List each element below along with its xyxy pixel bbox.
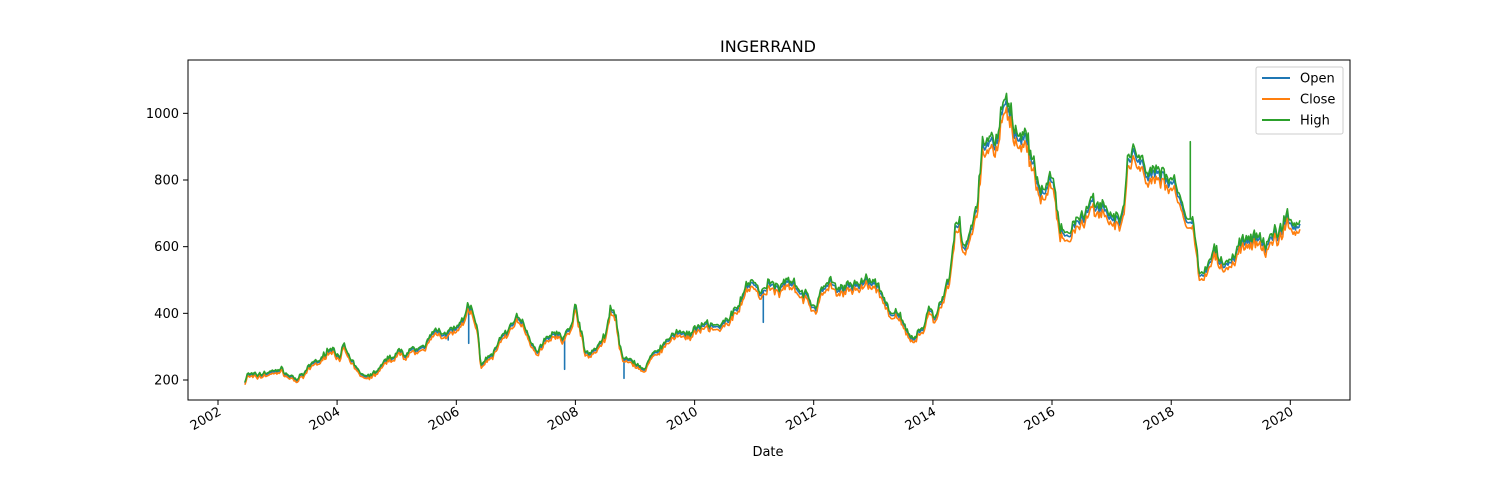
legend-label-open: Open	[1300, 72, 1335, 87]
plot-frame	[187, 59, 1351, 401]
series-line-high	[244, 92, 1301, 383]
y-tick-label: 800	[154, 174, 179, 189]
legend-label-high: High	[1300, 114, 1330, 129]
legend: Open Close High	[1255, 66, 1344, 135]
legend-label-close: Close	[1300, 93, 1335, 108]
y-axis: 200 400 600 800 1000	[146, 107, 188, 389]
y-tick-label: 400	[154, 307, 179, 322]
y-tick-label: 600	[154, 240, 179, 255]
series-layer	[244, 92, 1301, 386]
y-tick-label: 1000	[146, 107, 179, 122]
legend-box	[1255, 66, 1344, 135]
y-tick-label: 200	[154, 374, 179, 389]
chart-title: INGERRAND	[720, 37, 816, 56]
x-axis-title: Date	[752, 445, 783, 460]
series-line-close	[244, 106, 1301, 386]
